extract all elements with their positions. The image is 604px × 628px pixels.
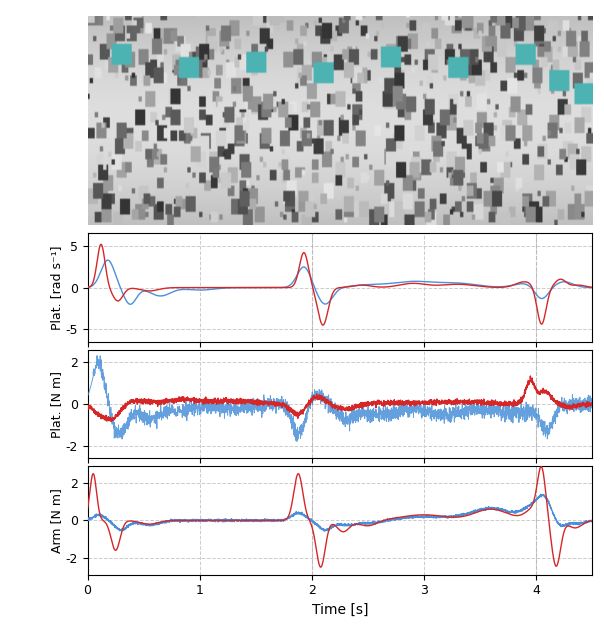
X-axis label: Time [s]: Time [s] [312, 603, 368, 617]
Y-axis label: Plat. [rad s⁻¹]: Plat. [rad s⁻¹] [50, 246, 63, 330]
Y-axis label: Plat. [N m]: Plat. [N m] [50, 371, 63, 438]
Y-axis label: Arm [N m]: Arm [N m] [50, 488, 63, 553]
